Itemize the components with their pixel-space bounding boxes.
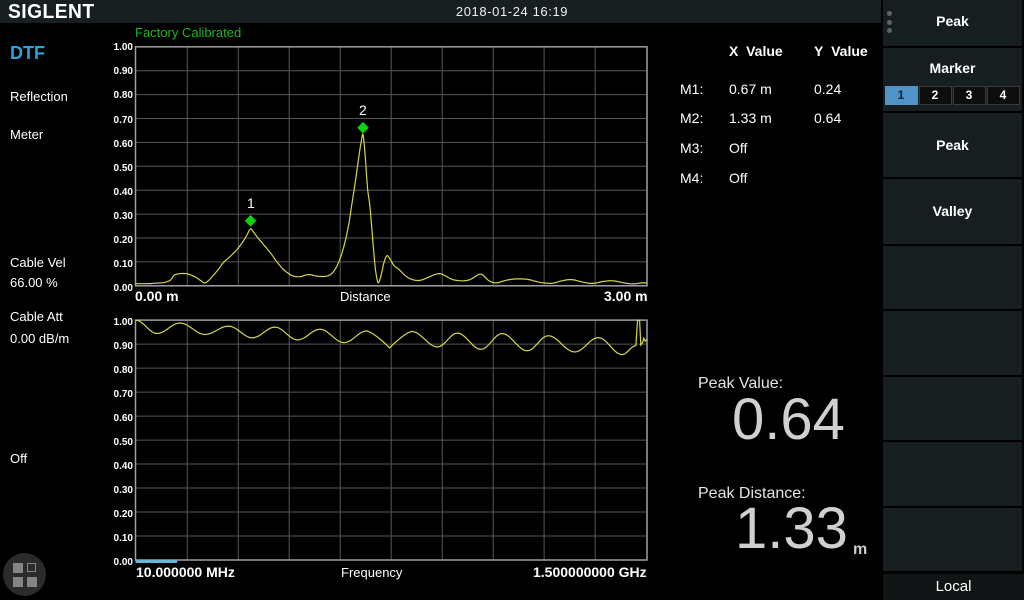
svg-text:2: 2	[359, 102, 367, 118]
svg-text:1: 1	[247, 195, 255, 211]
